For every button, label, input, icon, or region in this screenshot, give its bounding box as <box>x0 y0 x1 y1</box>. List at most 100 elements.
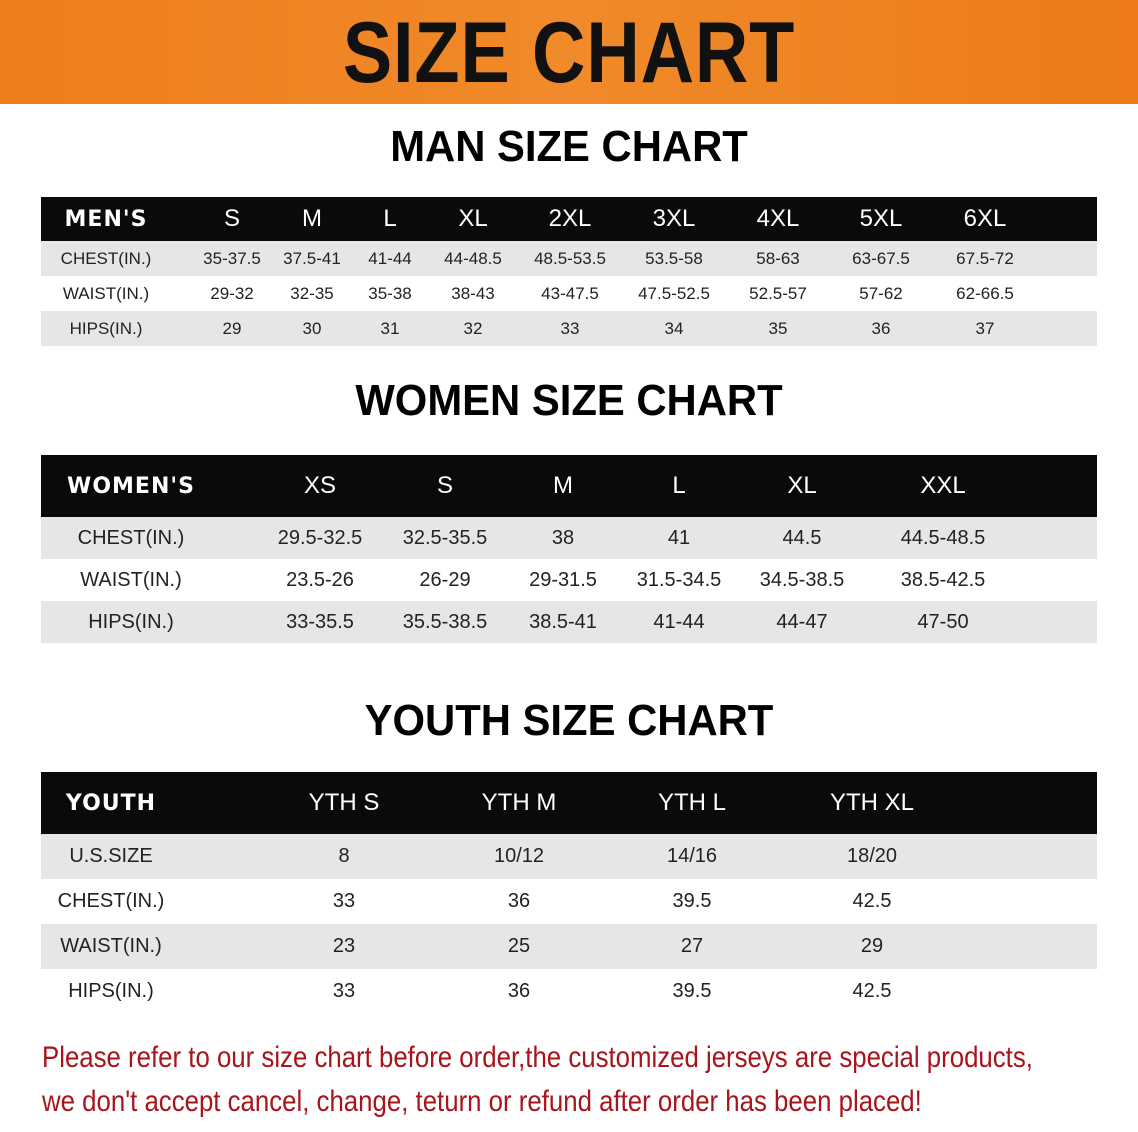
measurement-value: 43-47.5 <box>541 283 599 303</box>
measurement-value: 36 <box>507 980 531 1002</box>
measurement-value: 31.5-34.5 <box>636 568 722 591</box>
measurement-value: 47-50 <box>917 610 969 633</box>
measurement-value: 39.5 <box>672 980 712 1002</box>
table-corner-label: YOUTH <box>65 790 157 816</box>
table-corner-label: MEN'S <box>64 206 148 232</box>
measurement-value: 29 <box>860 935 884 957</box>
measurement-value: 38.5-41 <box>529 610 597 633</box>
measurement-value: 57-62 <box>859 283 903 303</box>
measurement-value: 29-32 <box>210 283 254 303</box>
measurement-value: 10/12 <box>493 845 545 867</box>
size-column-header: M <box>553 472 573 499</box>
size-column-header: 5XL <box>859 205 903 232</box>
size-column-header: XXL <box>920 472 966 499</box>
size-column-header: YTH XL <box>829 789 915 816</box>
measurement-value: 29.5-32.5 <box>277 526 363 549</box>
measurement-value: 32.5-35.5 <box>402 526 488 549</box>
measurement-value: 41 <box>667 526 691 549</box>
size-column-header: L <box>383 205 397 232</box>
measurement-value: 62-66.5 <box>956 283 1014 303</box>
measurement-value: 38.5-42.5 <box>900 568 986 591</box>
size-column-header: YTH S <box>308 789 380 816</box>
size-column-header: 6XL <box>963 205 1007 232</box>
measurement-value: 18/20 <box>846 845 898 867</box>
measurement-label: HIPS(IN.) <box>88 610 174 633</box>
measurement-value: 35 <box>768 318 788 338</box>
measurement-value: 34.5-38.5 <box>759 568 845 591</box>
measurement-value: 44.5-48.5 <box>900 526 986 549</box>
women-header-row: WOMEN'S XS S M L XL XXL <box>41 455 1097 517</box>
measurement-value: 35-37.5 <box>203 248 261 268</box>
measurement-value: 48.5-53.5 <box>534 248 606 268</box>
measurement-value: 42.5 <box>852 890 892 912</box>
women-section-title: WOMEN SIZE CHART <box>355 376 783 425</box>
measurement-value: 67.5-72 <box>956 248 1014 268</box>
measurement-value: 33-35.5 <box>286 610 354 633</box>
measurement-value: 44.5 <box>782 526 822 549</box>
size-column-header: YTH M <box>481 789 557 816</box>
measurement-value: 23 <box>332 935 356 957</box>
size-column-header: L <box>672 472 686 499</box>
measurement-value: 36 <box>507 890 531 912</box>
measurement-value: 52.5-57 <box>749 283 807 303</box>
table-corner-label: WOMEN'S <box>67 473 195 499</box>
measurement-value: 47.5-52.5 <box>638 283 710 303</box>
size-column-header: S <box>223 205 241 232</box>
measurement-value: 35-38 <box>368 283 412 303</box>
measurement-label: WAIST(IN.) <box>80 568 182 591</box>
size-column-header: XS <box>303 472 337 499</box>
measurement-value: 44-48.5 <box>444 248 502 268</box>
measurement-value: 39.5 <box>672 890 712 912</box>
youth-table-row: CHEST(IN.) 33 36 39.5 42.5 <box>41 879 1097 924</box>
measurement-value: 37.5-41 <box>283 248 341 268</box>
youth-table-row: WAIST(IN.) 23 25 27 29 <box>41 924 1097 969</box>
measurement-value: 27 <box>680 935 704 957</box>
measurement-value: 53.5-58 <box>645 248 703 268</box>
women-table-row: CHEST(IN.) 29.5-32.5 32.5-35.5 38 41 44.5 44.5… <box>41 517 1097 559</box>
size-column-header: S <box>436 472 454 499</box>
men-section-title: MAN SIZE CHART <box>390 122 748 171</box>
measurement-value: 30 <box>302 318 322 338</box>
measurement-value: 38 <box>551 526 575 549</box>
measurement-value: 44-47 <box>776 610 828 633</box>
measurement-value: 38-43 <box>451 283 495 303</box>
measurement-value: 32 <box>463 318 483 338</box>
size-column-header: 2XL <box>548 205 592 232</box>
women-table-row: HIPS(IN.) 33-35.5 35.5-38.5 38.5-41 41-44 44-… <box>41 601 1097 643</box>
page-title: SIZE CHART <box>342 5 796 101</box>
measurement-label: WAIST(IN.) <box>62 283 150 303</box>
women-table-row: WAIST(IN.) 23.5-26 26-29 29-31.5 31.5-34.5 34… <box>41 559 1097 601</box>
youth-section-title: YOUTH SIZE CHART <box>364 696 774 745</box>
measurement-value: 37 <box>975 318 995 338</box>
youth-header-row: YOUTH YTH S YTH M YTH L YTH XL <box>41 772 1097 834</box>
youth-table-row: U.S.SIZE 8 10/12 14/16 18/20 <box>41 834 1097 879</box>
measurement-value: 41-44 <box>653 610 705 633</box>
measurement-value: 23.5-26 <box>286 568 354 591</box>
measurement-label: HIPS(IN.) <box>69 318 143 338</box>
measurement-label: CHEST(IN.) <box>60 248 152 268</box>
men-table-row: HIPS(IN.) 29 30 31 32 33 34 35 36 37 <box>41 311 1097 346</box>
size-column-header: XL <box>787 472 817 499</box>
size-column-header: 4XL <box>756 205 800 232</box>
measurement-value: 41-44 <box>368 248 412 268</box>
men-table-row: WAIST(IN.) 29-32 32-35 35-38 38-43 43-47.5 47.… <box>41 276 1097 311</box>
youth-table-row: HIPS(IN.) 33 36 39.5 42.5 <box>41 969 1097 1014</box>
measurement-label: CHEST(IN.) <box>77 526 185 549</box>
measurement-value: 8 <box>338 845 350 867</box>
size-column-header: YTH L <box>657 789 727 816</box>
measurement-label: CHEST(IN.) <box>57 890 165 912</box>
measurement-value: 33 <box>332 980 356 1002</box>
measurement-label: U.S.SIZE <box>69 845 153 867</box>
measurement-value: 26-29 <box>419 568 471 591</box>
notice-line-2: we don't accept cancel, change, teturn o… <box>42 1085 922 1118</box>
size-column-header: M <box>302 205 322 232</box>
notice-line-1: Please refer to our size chart before or… <box>42 1041 1033 1074</box>
measurement-label: WAIST(IN.) <box>60 935 162 957</box>
measurement-value: 32-35 <box>290 283 334 303</box>
header-banner: SIZE CHART <box>0 0 1138 104</box>
men-table-row: CHEST(IN.) 35-37.5 37.5-41 41-44 44-48.5 48.5… <box>41 241 1097 276</box>
measurement-value: 33 <box>332 890 356 912</box>
measurement-value: 25 <box>507 935 531 957</box>
measurement-value: 31 <box>380 318 400 338</box>
men-header-row: MEN'S S M L XL 2XL 3XL 4XL 5XL 6XL <box>41 197 1097 241</box>
